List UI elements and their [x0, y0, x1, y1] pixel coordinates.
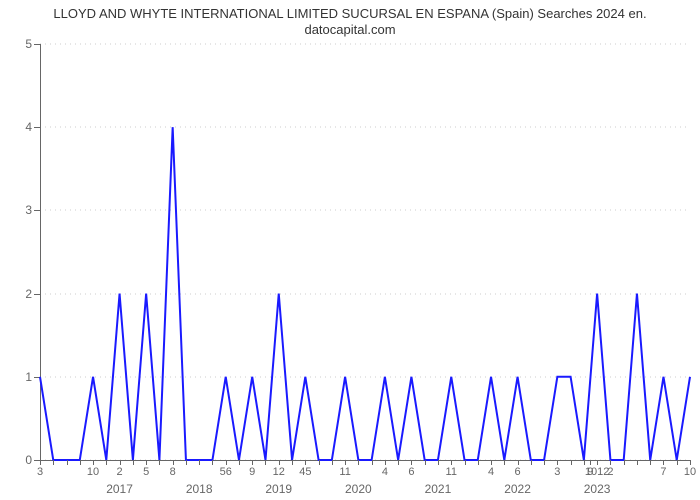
y-tick-label: 4 — [12, 120, 32, 134]
x-tick — [252, 460, 253, 465]
x-tick — [624, 460, 625, 465]
x-point-label: 8 — [170, 466, 176, 478]
x-tick — [571, 460, 572, 465]
x-tick — [690, 460, 691, 465]
x-tick — [663, 460, 664, 465]
x-tick — [173, 460, 174, 465]
x-tick — [372, 460, 373, 465]
x-tick — [398, 460, 399, 465]
x-year-label: 2022 — [504, 482, 531, 496]
x-point-label: 3 — [37, 466, 43, 478]
x-point-label: 10 — [87, 466, 99, 478]
x-tick — [159, 460, 160, 465]
x-point-label: 56 — [220, 466, 232, 478]
x-point-label: 1012 — [585, 466, 609, 478]
x-tick — [557, 460, 558, 465]
x-point-label: 4 — [382, 466, 388, 478]
x-tick — [411, 460, 412, 465]
x-tick — [265, 460, 266, 465]
x-tick — [610, 460, 611, 465]
x-year-label: 2023 — [584, 482, 611, 496]
x-tick — [305, 460, 306, 465]
x-tick — [491, 460, 492, 465]
x-point-label: 4 — [488, 466, 494, 478]
x-tick — [385, 460, 386, 465]
x-tick — [465, 460, 466, 465]
x-point-label: 12 — [273, 466, 285, 478]
x-point-label: 11 — [446, 466, 457, 478]
x-tick — [199, 460, 200, 465]
x-point-label: 3 — [554, 466, 560, 478]
x-tick — [80, 460, 81, 465]
x-tick — [319, 460, 320, 465]
x-point-label: 6 — [408, 466, 414, 478]
y-tick-label: 0 — [12, 453, 32, 467]
y-tick-label: 2 — [12, 287, 32, 301]
x-tick — [518, 460, 519, 465]
x-tick — [93, 460, 94, 465]
x-tick — [650, 460, 651, 465]
x-tick — [425, 460, 426, 465]
x-tick — [67, 460, 68, 465]
y-tick-label: 5 — [12, 37, 32, 51]
plot-area: 0123453102585691245114611463910122710201… — [40, 44, 690, 460]
x-tick — [584, 460, 585, 465]
x-tick — [212, 460, 213, 465]
x-tick — [637, 460, 638, 465]
y-tick-label: 1 — [12, 370, 32, 384]
x-tick — [120, 460, 121, 465]
x-tick — [186, 460, 187, 465]
x-year-label: 2019 — [265, 482, 292, 496]
x-tick — [53, 460, 54, 465]
x-tick — [544, 460, 545, 465]
x-tick — [597, 460, 598, 465]
x-tick — [504, 460, 505, 465]
chart-title: LLOYD AND WHYTE INTERNATIONAL LIMITED SU… — [0, 6, 700, 39]
x-tick — [226, 460, 227, 465]
x-tick — [358, 460, 359, 465]
x-tick — [332, 460, 333, 465]
x-point-label: 45 — [299, 466, 311, 478]
x-tick — [677, 460, 678, 465]
y-tick-label: 3 — [12, 203, 32, 217]
x-point-label: 2 — [607, 466, 613, 478]
x-tick — [451, 460, 452, 465]
x-tick — [40, 460, 41, 465]
x-tick — [239, 460, 240, 465]
x-tick — [106, 460, 107, 465]
x-year-label: 2020 — [345, 482, 372, 496]
x-year-label: 2018 — [186, 482, 213, 496]
x-point-label: 6 — [514, 466, 520, 478]
x-tick — [279, 460, 280, 465]
x-point-label: 9 — [249, 466, 255, 478]
searches-line-chart: LLOYD AND WHYTE INTERNATIONAL LIMITED SU… — [0, 0, 700, 500]
x-tick — [478, 460, 479, 465]
x-point-label: 10 — [684, 466, 696, 478]
x-tick — [590, 460, 591, 465]
x-point-label: 11 — [339, 466, 350, 478]
x-tick — [146, 460, 147, 465]
x-tick — [292, 460, 293, 465]
x-tick — [438, 460, 439, 465]
x-tick — [345, 460, 346, 465]
x-point-label: 5 — [143, 466, 149, 478]
x-point-label: 2 — [116, 466, 122, 478]
series-line — [40, 44, 690, 460]
x-tick — [531, 460, 532, 465]
x-year-label: 2017 — [106, 482, 133, 496]
x-year-label: 2021 — [425, 482, 452, 496]
x-tick — [133, 460, 134, 465]
x-point-label: 7 — [660, 466, 666, 478]
